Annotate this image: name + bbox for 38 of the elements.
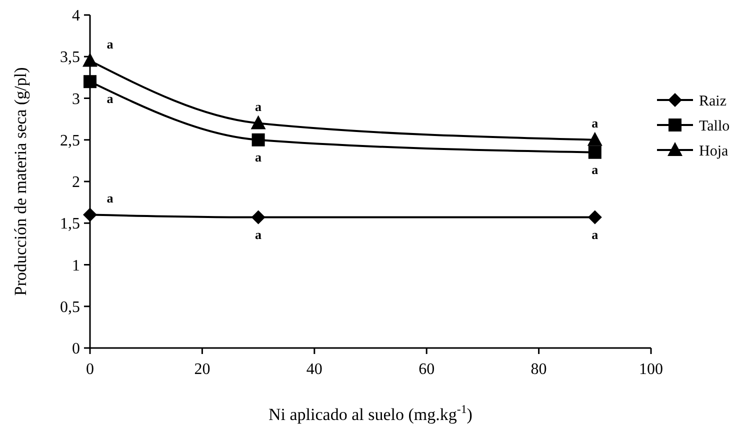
y-tick-label: 2,5 [60, 132, 80, 150]
point [588, 146, 602, 159]
point [250, 115, 266, 130]
point [251, 210, 266, 224]
x-tick-label: 80 [530, 361, 547, 378]
x-tick-label: 20 [194, 361, 210, 378]
annotation: a [592, 162, 599, 177]
point [83, 208, 97, 222]
y-tick-label: 0 [72, 340, 80, 358]
x-tick-label: 40 [306, 361, 322, 378]
point [588, 210, 602, 224]
annotation: a [592, 115, 599, 130]
x-tick-label: 0 [86, 361, 94, 378]
x-tick-label: 60 [418, 361, 435, 378]
y-tick-label: 3,5 [60, 49, 80, 66]
y-tick-label: 2 [72, 174, 80, 192]
legend-label: Hoja [699, 143, 728, 160]
annotation: a [255, 226, 262, 242]
y-tick-label: 1,5 [60, 216, 80, 233]
legend-label: Raiz [699, 93, 727, 110]
point [82, 52, 98, 67]
point [84, 75, 96, 88]
annotation: a [106, 36, 114, 52]
y-axis-title: Producción de materia seca (g/pl) [11, 67, 30, 296]
annotation: a [106, 91, 114, 106]
annotation: a [255, 149, 262, 164]
annotation: a [255, 98, 262, 114]
y-tick-label: 1 [72, 257, 80, 274]
point [252, 133, 265, 146]
x-tick-label: 100 [639, 361, 663, 378]
y-tick-label: 0,5 [60, 298, 80, 316]
annotation: a [106, 190, 114, 206]
x-axis-title: Ni aplicado al suelo (mg.kg$^{-1}$) [268, 402, 472, 424]
point [587, 132, 602, 146]
y-tick-label: 4 [72, 8, 80, 25]
legend-label: Tallo [699, 118, 730, 134]
y-tick-label: 3 [72, 90, 80, 108]
annotation: a [592, 226, 599, 242]
